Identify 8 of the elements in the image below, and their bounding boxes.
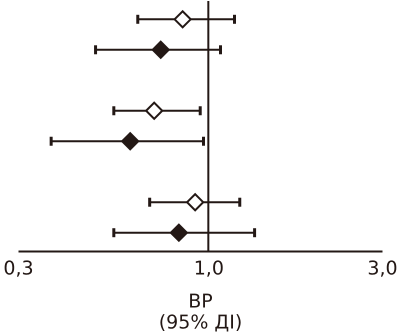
x-tick-label: 0,3 [3, 258, 34, 280]
x-axis-title: ВР (95% ДІ) [158, 290, 242, 334]
x-tick-label: 1,0 [194, 258, 224, 280]
point [170, 224, 188, 242]
point [145, 102, 164, 120]
point [152, 40, 170, 59]
x-tick-label: 3,0 [367, 258, 398, 280]
point [174, 10, 192, 28]
